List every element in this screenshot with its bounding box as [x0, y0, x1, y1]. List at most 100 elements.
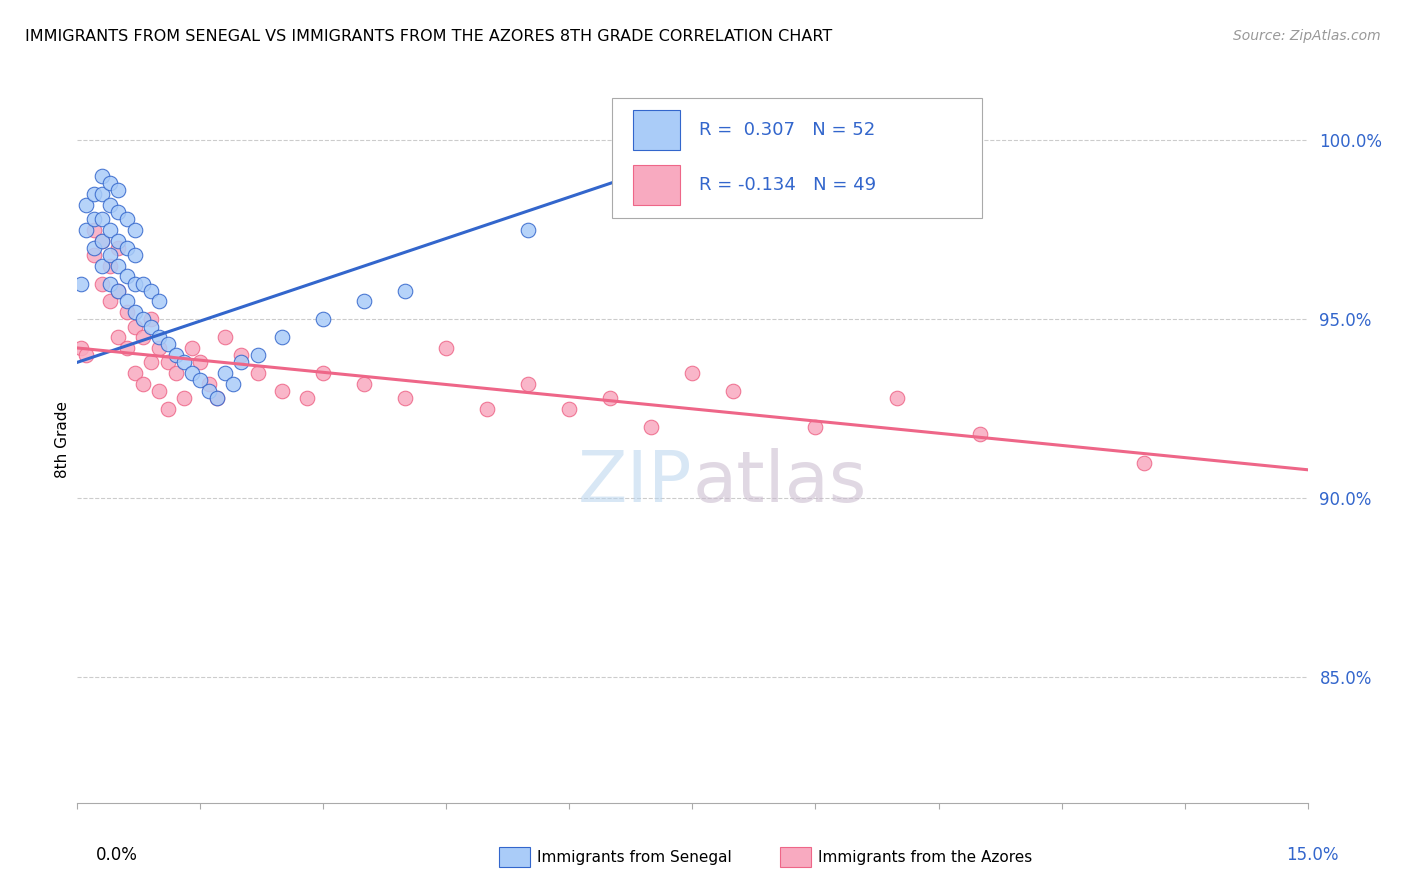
Point [124, 277, 146, 291]
Point [83, 212, 105, 227]
Point [83, 223, 105, 237]
Text: ZIP: ZIP [578, 449, 693, 517]
Point [156, 401, 179, 416]
Point [90, 234, 114, 248]
Point [90, 259, 114, 273]
Point [70, 341, 93, 355]
Point [804, 419, 827, 434]
Point [115, 212, 138, 227]
Point [188, 355, 212, 369]
Text: atlas: atlas [693, 449, 868, 517]
Point [98, 176, 121, 190]
Point [295, 391, 318, 405]
Point [165, 348, 187, 362]
Point [132, 330, 155, 344]
Point [394, 284, 416, 298]
Point [83, 248, 105, 262]
Point [181, 341, 204, 355]
Point [75, 348, 97, 362]
Point [115, 269, 138, 284]
Point [231, 348, 253, 362]
Point [75, 198, 97, 212]
Point [107, 259, 129, 273]
Point [90, 169, 114, 183]
Point [124, 305, 146, 319]
Point [969, 426, 991, 441]
Point [107, 284, 129, 298]
Point [124, 223, 146, 237]
Point [70, 277, 93, 291]
Point [271, 384, 294, 398]
FancyBboxPatch shape [634, 165, 681, 205]
Point [558, 401, 581, 416]
Point [90, 234, 114, 248]
Text: R =  0.307   N = 52: R = 0.307 N = 52 [699, 121, 875, 139]
FancyBboxPatch shape [613, 97, 981, 218]
Point [246, 366, 269, 380]
Point [640, 419, 662, 434]
Point [436, 341, 458, 355]
Point [214, 330, 236, 344]
Point [599, 391, 621, 405]
Point [148, 384, 170, 398]
Y-axis label: 8th Grade: 8th Grade [55, 401, 70, 478]
Point [141, 284, 163, 298]
Point [477, 401, 499, 416]
Point [657, 151, 679, 165]
Point [353, 294, 375, 309]
Point [115, 241, 138, 255]
Text: R = -0.134   N = 49: R = -0.134 N = 49 [699, 177, 876, 194]
Point [115, 305, 138, 319]
Point [165, 366, 187, 380]
Point [98, 277, 121, 291]
Point [148, 341, 170, 355]
Point [124, 366, 146, 380]
Point [98, 198, 121, 212]
Point [181, 366, 204, 380]
Point [156, 355, 179, 369]
Text: Immigrants from Senegal: Immigrants from Senegal [537, 850, 733, 864]
Point [132, 277, 155, 291]
Point [246, 348, 269, 362]
Point [75, 223, 97, 237]
Point [188, 373, 212, 387]
Text: Immigrants from the Azores: Immigrants from the Azores [818, 850, 1032, 864]
Text: 15.0%: 15.0% [1286, 846, 1339, 863]
Point [90, 186, 114, 201]
Point [90, 277, 114, 291]
Point [148, 294, 170, 309]
Point [132, 376, 155, 391]
Point [83, 241, 105, 255]
FancyBboxPatch shape [634, 110, 681, 150]
Point [141, 319, 163, 334]
Point [197, 384, 219, 398]
Point [98, 259, 121, 273]
Point [141, 355, 163, 369]
Point [394, 391, 416, 405]
Point [141, 312, 163, 326]
Point [222, 376, 245, 391]
Point [173, 391, 195, 405]
Point [83, 186, 105, 201]
Point [312, 366, 335, 380]
Point [107, 205, 129, 219]
Point [107, 234, 129, 248]
Point [107, 241, 129, 255]
Point [353, 376, 375, 391]
Point [124, 319, 146, 334]
Point [723, 384, 745, 398]
Point [517, 376, 540, 391]
Point [115, 341, 138, 355]
Point [98, 248, 121, 262]
Point [205, 391, 228, 405]
Point [312, 312, 335, 326]
Point [98, 223, 121, 237]
Point [886, 391, 908, 405]
Text: Source: ZipAtlas.com: Source: ZipAtlas.com [1233, 29, 1381, 43]
Point [148, 330, 170, 344]
Point [231, 355, 253, 369]
Point [132, 312, 155, 326]
Point [214, 366, 236, 380]
Point [107, 284, 129, 298]
Point [115, 294, 138, 309]
